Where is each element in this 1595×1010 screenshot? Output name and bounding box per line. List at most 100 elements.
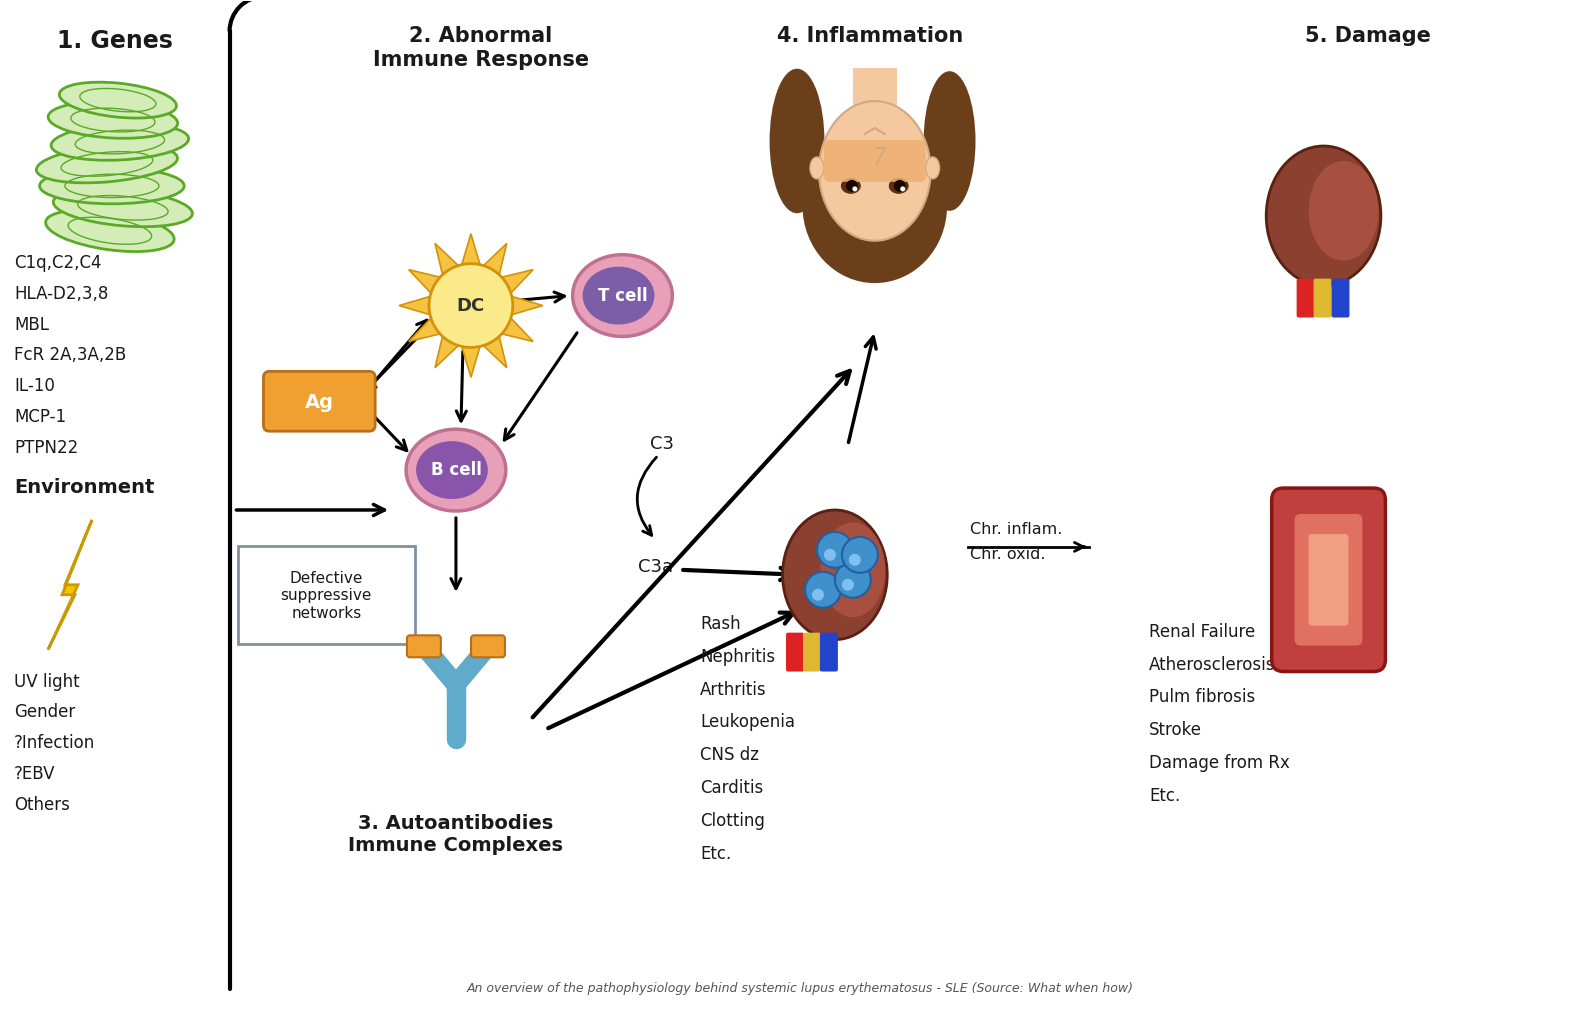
FancyBboxPatch shape xyxy=(802,632,821,672)
Polygon shape xyxy=(502,270,533,293)
Polygon shape xyxy=(435,336,458,368)
Text: Atherosclerosis: Atherosclerosis xyxy=(1148,655,1276,674)
Text: Carditis: Carditis xyxy=(700,780,764,797)
FancyBboxPatch shape xyxy=(407,635,440,658)
FancyBboxPatch shape xyxy=(471,635,506,658)
Text: CNS dz: CNS dz xyxy=(700,746,759,765)
Polygon shape xyxy=(483,243,507,275)
Polygon shape xyxy=(435,243,458,275)
Circle shape xyxy=(825,548,836,561)
Text: MCP-1: MCP-1 xyxy=(14,408,67,426)
FancyBboxPatch shape xyxy=(825,140,925,182)
Text: Others: Others xyxy=(14,796,70,814)
Text: C3a: C3a xyxy=(638,558,673,576)
Text: HLA-D2,3,8: HLA-D2,3,8 xyxy=(14,285,108,303)
Text: PTPN22: PTPN22 xyxy=(14,439,78,458)
Ellipse shape xyxy=(53,189,193,226)
Text: ?EBV: ?EBV xyxy=(14,766,56,784)
Ellipse shape xyxy=(769,69,825,213)
Ellipse shape xyxy=(48,102,177,138)
Ellipse shape xyxy=(924,71,976,211)
Text: Renal Failure: Renal Failure xyxy=(1148,623,1255,640)
Polygon shape xyxy=(483,336,507,368)
Circle shape xyxy=(817,532,853,568)
Text: ?Infection: ?Infection xyxy=(14,734,96,752)
Text: Defective
suppressive
networks: Defective suppressive networks xyxy=(281,571,372,621)
Text: UV light: UV light xyxy=(14,673,80,691)
Ellipse shape xyxy=(582,267,654,324)
Polygon shape xyxy=(399,296,431,315)
Ellipse shape xyxy=(1266,146,1381,286)
Polygon shape xyxy=(408,318,440,341)
Ellipse shape xyxy=(818,101,930,240)
Text: T cell: T cell xyxy=(598,287,648,305)
Circle shape xyxy=(805,572,841,608)
Ellipse shape xyxy=(888,178,909,194)
FancyBboxPatch shape xyxy=(238,545,415,643)
FancyBboxPatch shape xyxy=(820,632,837,672)
Text: Nephritis: Nephritis xyxy=(700,647,775,666)
Text: An overview of the pathophysiology behind systemic lupus erythematosus - SLE (So: An overview of the pathophysiology behin… xyxy=(466,982,1134,995)
Circle shape xyxy=(842,579,853,591)
Text: C1q,C2,C4: C1q,C2,C4 xyxy=(14,254,102,272)
Text: Etc.: Etc. xyxy=(1148,787,1180,805)
Text: Gender: Gender xyxy=(14,703,75,721)
Text: Environment: Environment xyxy=(14,478,155,497)
Circle shape xyxy=(900,187,906,191)
Ellipse shape xyxy=(1308,161,1378,261)
Polygon shape xyxy=(512,296,542,315)
Text: Leukopenia: Leukopenia xyxy=(700,713,796,731)
Polygon shape xyxy=(463,346,480,378)
Text: Damage from Rx: Damage from Rx xyxy=(1148,754,1290,773)
Ellipse shape xyxy=(841,178,861,194)
Text: Arthritis: Arthritis xyxy=(700,681,767,699)
FancyBboxPatch shape xyxy=(1271,488,1386,672)
FancyBboxPatch shape xyxy=(853,69,896,106)
Ellipse shape xyxy=(783,510,887,639)
Text: Stroke: Stroke xyxy=(1148,721,1203,739)
Polygon shape xyxy=(502,318,533,341)
Polygon shape xyxy=(48,520,93,649)
Ellipse shape xyxy=(820,522,885,617)
Ellipse shape xyxy=(407,429,506,511)
Circle shape xyxy=(812,589,825,601)
Text: IL-10: IL-10 xyxy=(14,378,56,395)
Circle shape xyxy=(845,180,858,192)
Text: MBL: MBL xyxy=(14,315,49,333)
Text: DC: DC xyxy=(456,297,485,314)
Text: Chr. oxid.: Chr. oxid. xyxy=(970,546,1045,562)
Circle shape xyxy=(849,553,861,566)
Ellipse shape xyxy=(810,157,825,179)
Ellipse shape xyxy=(59,82,177,118)
FancyBboxPatch shape xyxy=(1295,514,1362,645)
Ellipse shape xyxy=(37,145,177,183)
Ellipse shape xyxy=(51,123,188,161)
FancyBboxPatch shape xyxy=(263,372,375,431)
Text: 1. Genes: 1. Genes xyxy=(57,29,172,54)
FancyBboxPatch shape xyxy=(786,632,804,672)
FancyBboxPatch shape xyxy=(1308,534,1348,625)
Ellipse shape xyxy=(925,157,939,179)
Text: Ag: Ag xyxy=(305,393,333,412)
Ellipse shape xyxy=(573,255,673,336)
Text: Rash: Rash xyxy=(700,615,742,632)
FancyBboxPatch shape xyxy=(1297,279,1314,317)
FancyBboxPatch shape xyxy=(1314,279,1332,317)
FancyBboxPatch shape xyxy=(1332,279,1349,317)
Ellipse shape xyxy=(802,128,947,283)
Text: 2. Abnormal
Immune Response: 2. Abnormal Immune Response xyxy=(373,26,589,70)
Text: Clotting: Clotting xyxy=(700,812,766,830)
Circle shape xyxy=(834,562,871,598)
Text: B cell: B cell xyxy=(431,462,482,479)
Text: C3: C3 xyxy=(651,435,675,453)
Text: 4. Inflammation: 4. Inflammation xyxy=(777,26,963,46)
Text: FcR 2A,3A,2B: FcR 2A,3A,2B xyxy=(14,346,126,365)
Polygon shape xyxy=(463,233,480,265)
Ellipse shape xyxy=(40,168,183,204)
Ellipse shape xyxy=(416,441,488,499)
Text: Chr. inflam.: Chr. inflam. xyxy=(970,522,1062,537)
Text: Etc.: Etc. xyxy=(700,845,732,864)
Circle shape xyxy=(842,537,877,573)
Text: Pulm fibrosis: Pulm fibrosis xyxy=(1148,689,1255,706)
Circle shape xyxy=(893,180,906,192)
